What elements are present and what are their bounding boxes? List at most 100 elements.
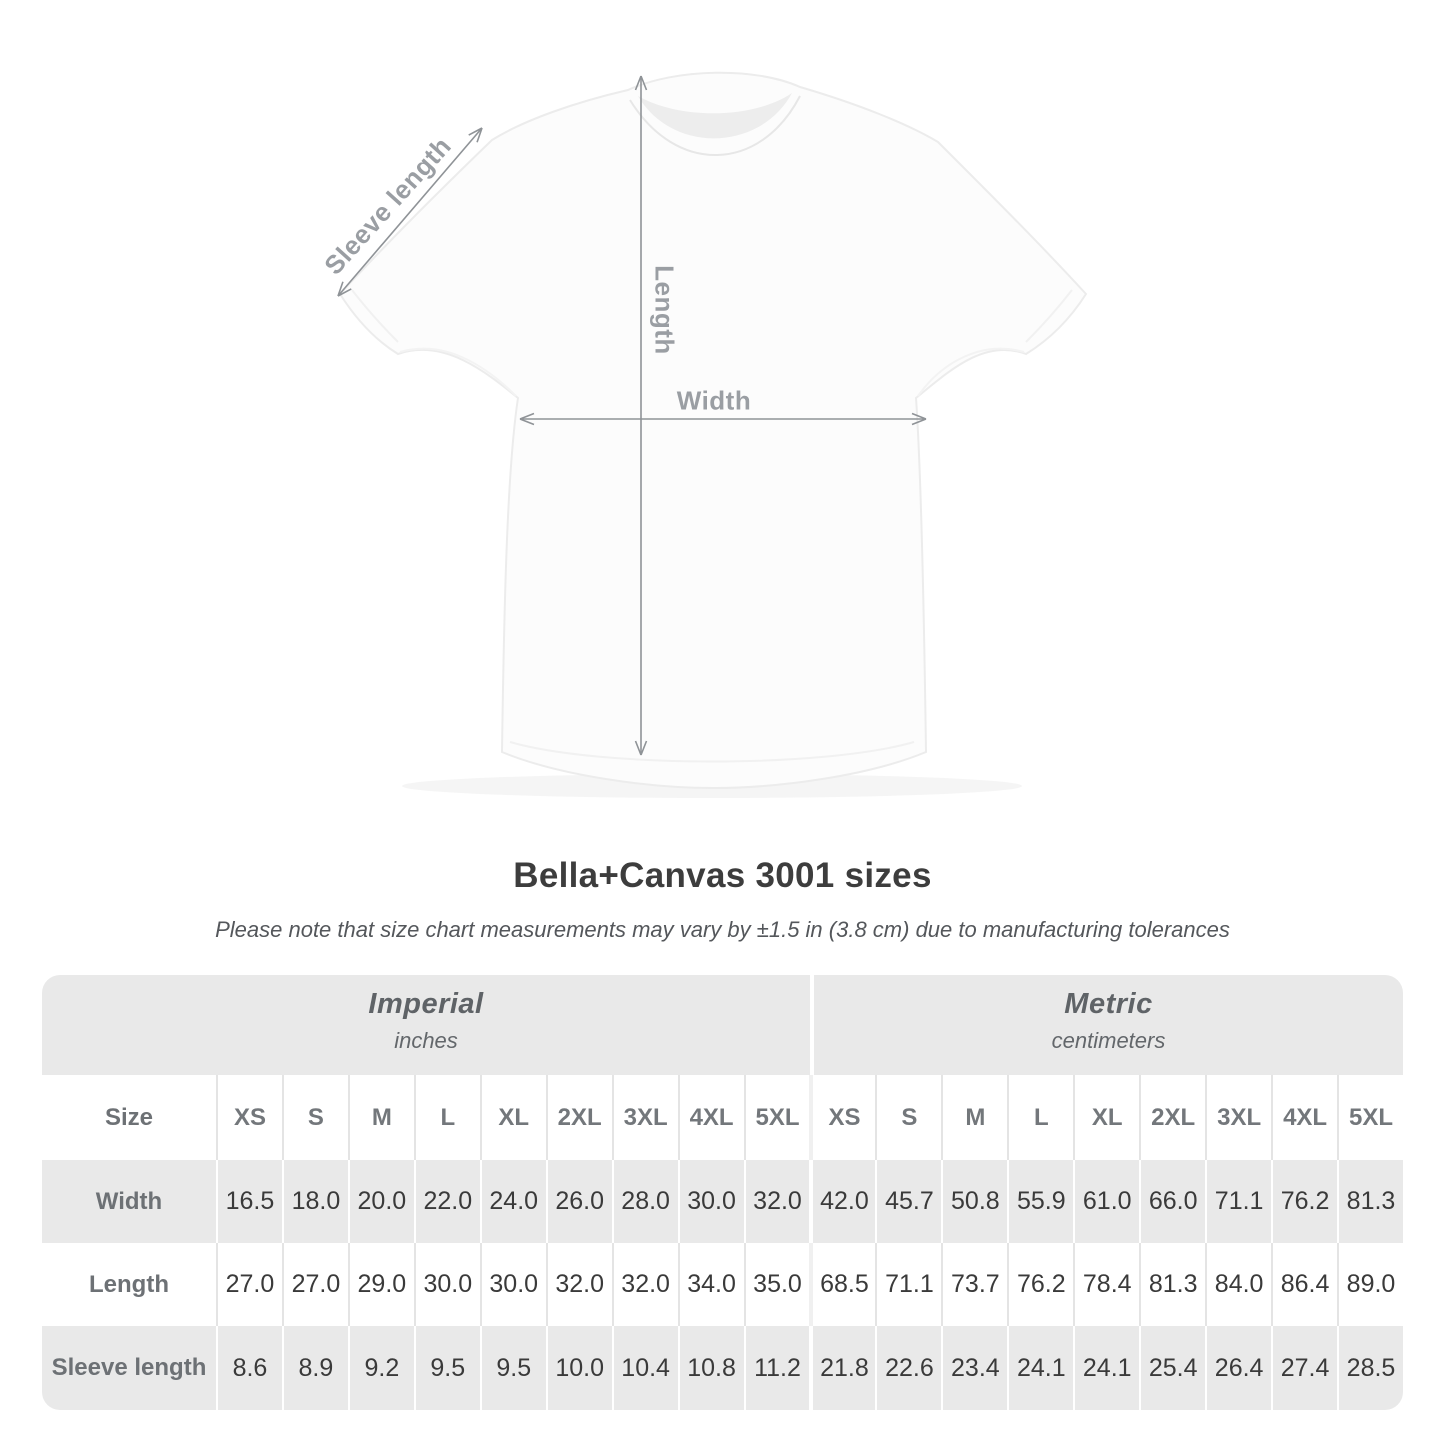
arrowhead	[634, 740, 648, 756]
arrowhead	[519, 412, 535, 426]
size-header-cell: 4XL	[677, 1075, 744, 1160]
value-cell: 27.0	[216, 1243, 282, 1326]
metric-header: Metric centimeters	[814, 975, 1403, 1075]
value-cell: 84.0	[1205, 1243, 1272, 1326]
size-header-cell: XL	[1073, 1075, 1140, 1160]
value-cell: 26.4	[1205, 1326, 1272, 1410]
value-cell: 16.5	[216, 1160, 282, 1243]
group-divider	[810, 975, 814, 1075]
value-cell: 35.0	[743, 1243, 810, 1326]
size-header-cell: 3XL	[1205, 1075, 1272, 1160]
value-cell: 9.2	[347, 1326, 414, 1410]
length-diagram-label: Length	[649, 265, 680, 355]
size-header-cell: 2XL	[545, 1075, 612, 1160]
value-cell: 26.0	[545, 1160, 612, 1243]
arrowhead	[911, 412, 927, 426]
value-cell: 11.2	[743, 1326, 810, 1410]
value-cell: 30.0	[413, 1243, 480, 1326]
value-cell: 86.4	[1271, 1243, 1338, 1326]
metric-header-unit: centimeters	[1051, 1028, 1166, 1053]
value-cell: 28.0	[611, 1160, 678, 1243]
imperial-header-title: Imperial	[368, 988, 484, 1020]
value-cell: 81.3	[1337, 1160, 1403, 1243]
sleeve-length-arrow	[337, 127, 483, 297]
size-header-cell: 4XL	[1271, 1075, 1338, 1160]
page-title: Bella+Canvas 3001 sizes	[513, 856, 932, 895]
value-cell: 32.0	[611, 1243, 678, 1326]
shirt-body	[338, 71, 1088, 790]
width-diagram-label: Width	[676, 385, 752, 416]
value-cell: 20.0	[347, 1160, 414, 1243]
size-header-cell: M	[347, 1075, 414, 1160]
size-header-cell: S	[875, 1075, 942, 1160]
value-cell: 76.2	[1271, 1160, 1338, 1243]
value-cell: 21.8	[809, 1326, 876, 1410]
value-cell: 30.0	[479, 1243, 546, 1326]
value-cell: 23.4	[941, 1326, 1008, 1410]
size-header-cell: XS	[216, 1075, 282, 1160]
value-cell: 24.1	[1073, 1326, 1140, 1410]
size-header-cell: 5XL	[1337, 1075, 1403, 1160]
value-cell: 25.4	[1139, 1326, 1206, 1410]
value-cell: 61.0	[1073, 1160, 1140, 1243]
value-cell: 73.7	[941, 1243, 1008, 1326]
measurement-arrows	[337, 75, 927, 756]
metric-header-title: Metric	[1064, 988, 1153, 1020]
value-cell: 18.0	[281, 1160, 348, 1243]
size-table: Imperial inches Metric centimeters Size X…	[42, 975, 1403, 1410]
size-header-cell: XL	[479, 1075, 546, 1160]
value-cell: 10.0	[545, 1326, 612, 1410]
row-label: Length	[42, 1243, 216, 1326]
value-cell: 22.6	[875, 1326, 942, 1410]
value-cell: 24.1	[1007, 1326, 1074, 1410]
tolerance-note: Please note that size chart measurements…	[215, 917, 1230, 942]
size-header-cell: XS	[809, 1075, 876, 1160]
shirt-underarm-shading	[399, 347, 1025, 397]
arrowhead	[337, 281, 352, 297]
shirt-neck-opening	[638, 93, 792, 139]
value-cell: 32.0	[743, 1160, 810, 1243]
size-header-cell: 3XL	[611, 1075, 678, 1160]
size-grid: Size XS S M L XL 2XL 3XL 4XL 5XL XS S M L XL 2XL 3XL 4XL 5…	[42, 1075, 1403, 1410]
value-cell: 45.7	[875, 1160, 942, 1243]
value-cell: 76.2	[1007, 1243, 1074, 1326]
row-label: Width	[42, 1160, 216, 1243]
value-cell: 71.1	[875, 1243, 942, 1326]
value-cell: 22.0	[413, 1160, 480, 1243]
value-cell: 28.5	[1337, 1326, 1403, 1410]
size-column-header: Size	[42, 1075, 216, 1160]
value-cell: 55.9	[1007, 1160, 1074, 1243]
value-cell: 8.6	[216, 1326, 282, 1410]
row-label: Sleeve length	[42, 1326, 216, 1410]
size-header-cell: L	[1007, 1075, 1074, 1160]
size-header-cell: M	[941, 1075, 1008, 1160]
value-cell: 89.0	[1337, 1243, 1403, 1326]
imperial-header: Imperial inches	[42, 975, 810, 1075]
shirt-collar-seam	[629, 95, 801, 156]
value-cell: 81.3	[1139, 1243, 1206, 1326]
value-cell: 50.8	[941, 1160, 1008, 1243]
value-cell: 66.0	[1139, 1160, 1206, 1243]
value-cell: 30.0	[677, 1160, 744, 1243]
value-cell: 24.0	[479, 1160, 546, 1243]
value-cell: 68.5	[809, 1243, 876, 1326]
value-cell: 78.4	[1073, 1243, 1140, 1326]
size-header-cell: 2XL	[1139, 1075, 1206, 1160]
arrowhead	[634, 75, 648, 91]
value-cell: 71.1	[1205, 1160, 1272, 1243]
value-cell: 27.0	[281, 1243, 348, 1326]
value-cell: 32.0	[545, 1243, 612, 1326]
size-header-cell: S	[281, 1075, 348, 1160]
value-cell: 8.9	[281, 1326, 348, 1410]
size-header-cell: 5XL	[743, 1075, 810, 1160]
value-cell: 29.0	[347, 1243, 414, 1326]
shirt-seam-lines	[351, 289, 1073, 763]
size-header-cell: L	[413, 1075, 480, 1160]
value-cell: 27.4	[1271, 1326, 1338, 1410]
imperial-header-unit: inches	[394, 1028, 458, 1053]
value-cell: 34.0	[677, 1243, 744, 1326]
unit-header-band: Imperial inches Metric centimeters	[42, 975, 1403, 1075]
value-cell: 10.4	[611, 1326, 678, 1410]
arrowhead	[468, 127, 483, 143]
